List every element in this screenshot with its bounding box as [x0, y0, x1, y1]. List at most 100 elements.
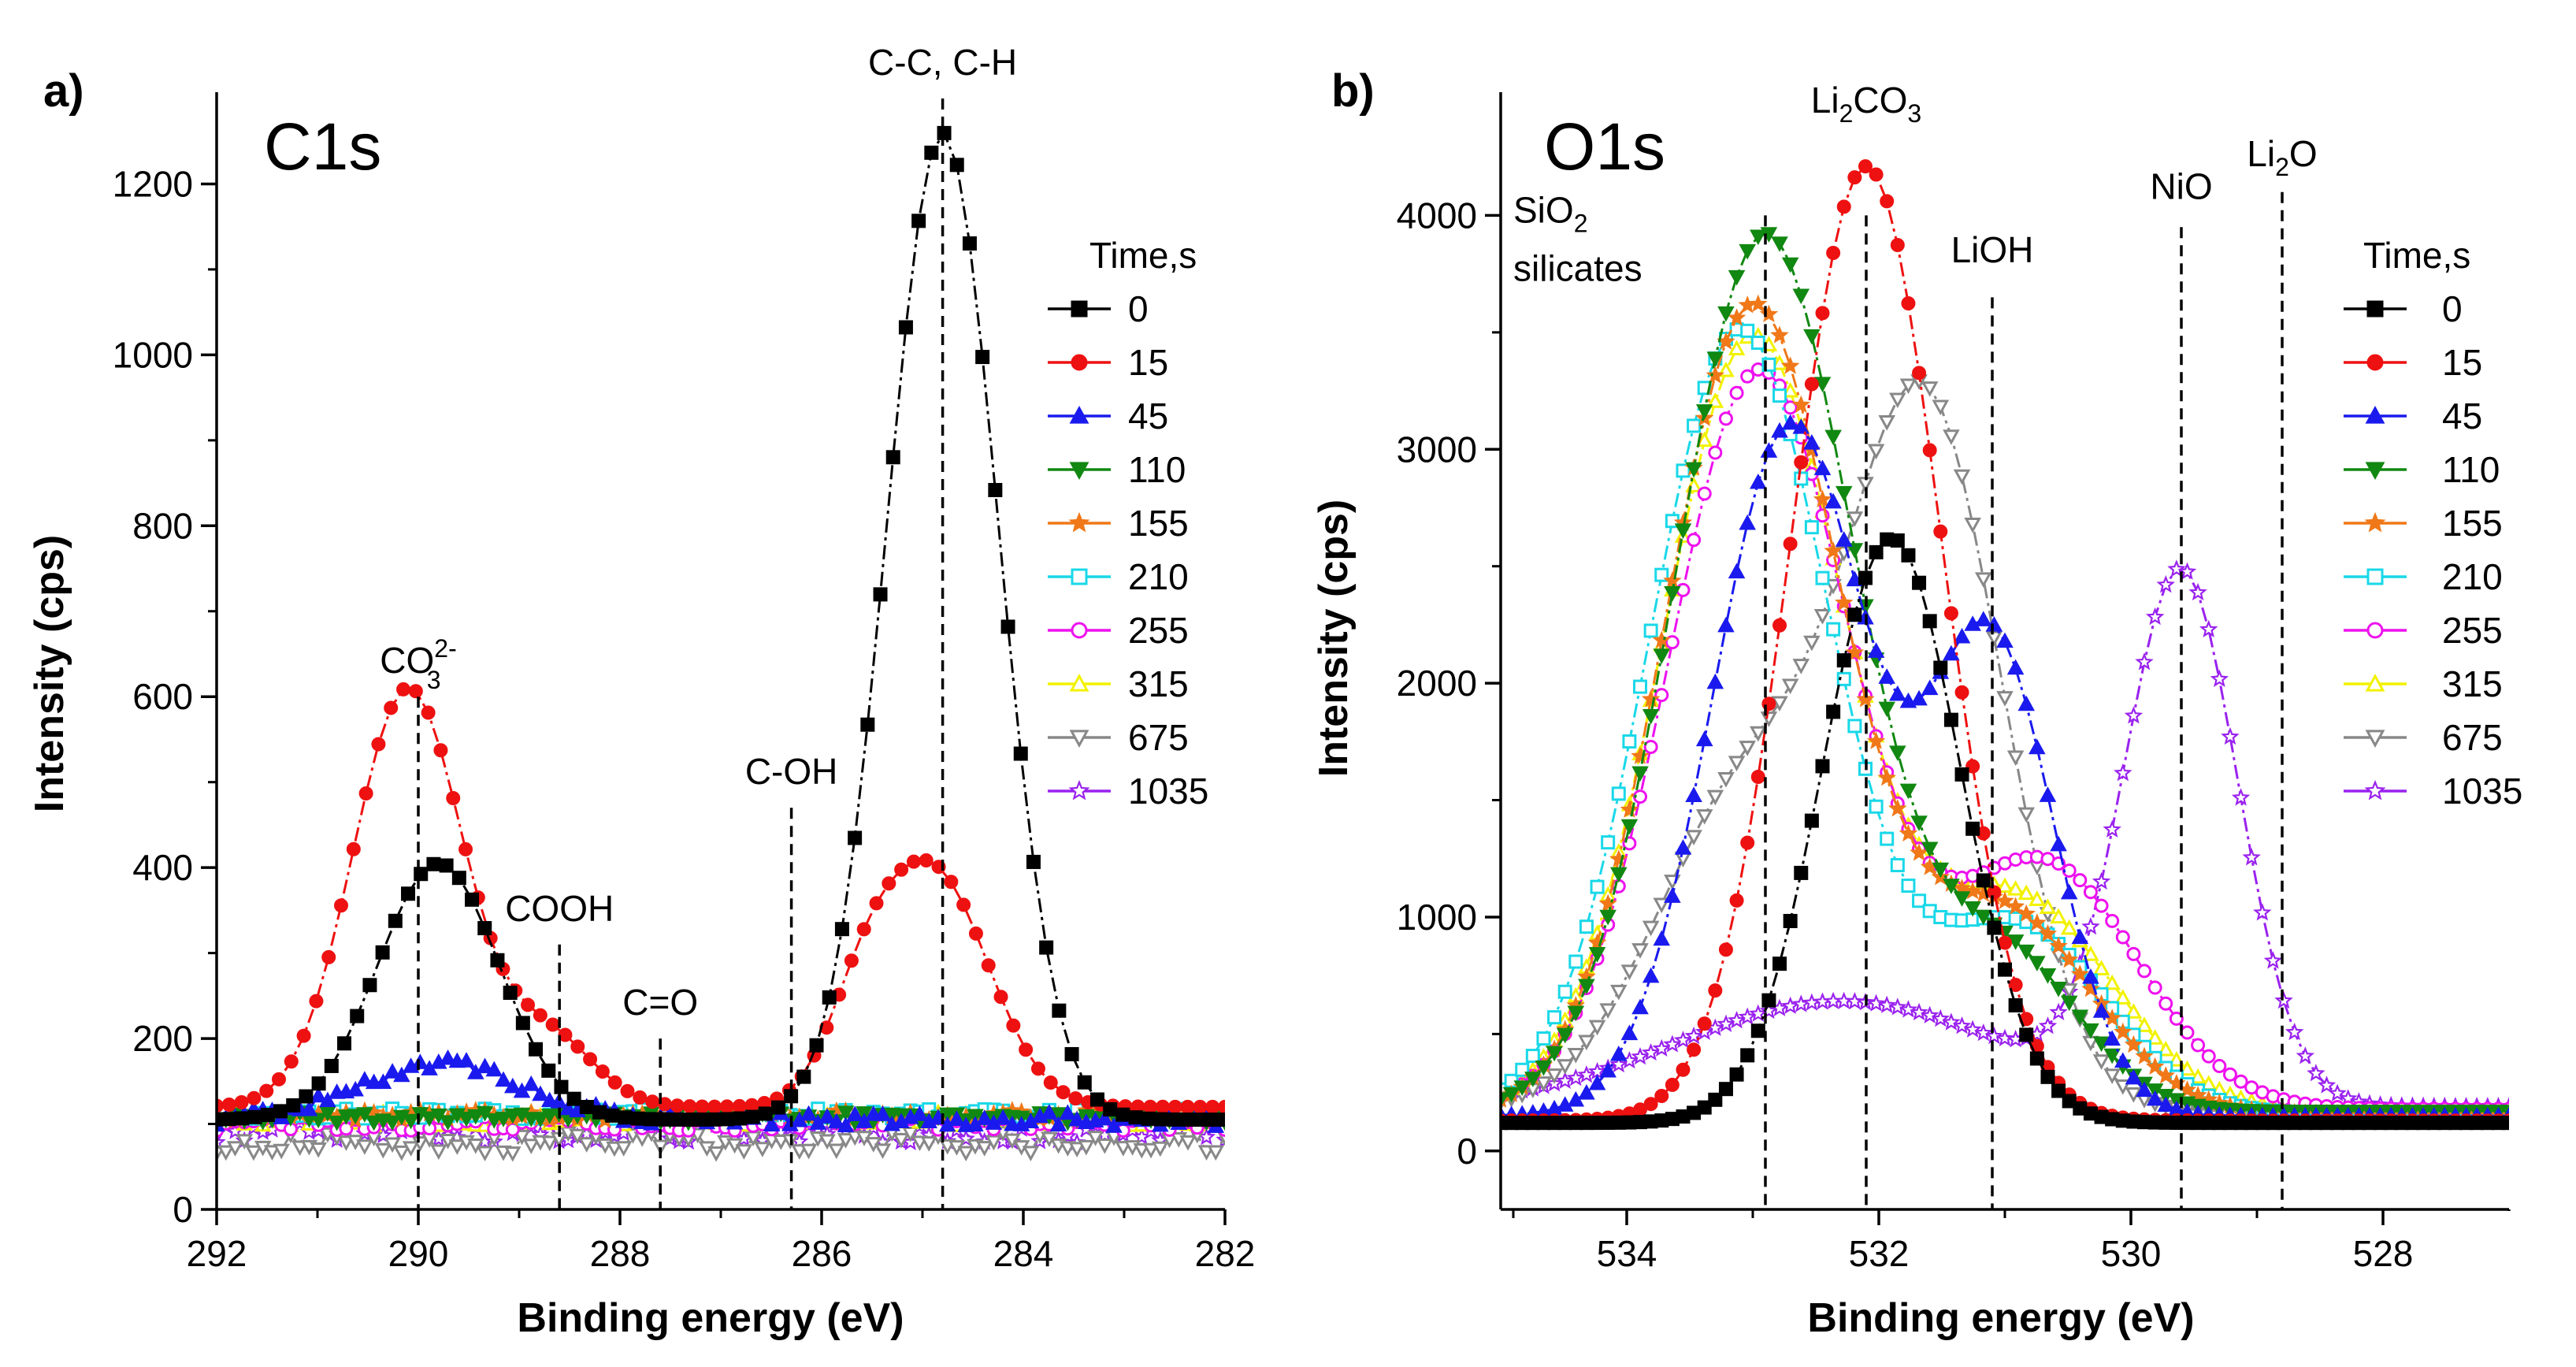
data-point [911, 214, 926, 228]
data-point [2060, 949, 2079, 968]
data-point [1654, 1089, 1669, 1104]
data-point [337, 1036, 352, 1051]
data-point [570, 1039, 585, 1054]
legend-label: 155 [2442, 503, 2503, 544]
data-point [2274, 990, 2293, 1009]
data-point [2083, 885, 2098, 900]
data-point [545, 1017, 560, 1032]
data-point [837, 1133, 855, 1149]
panel-a-reference-lines: CO2-3 COOH C=O C-OH C-C, C-H [380, 42, 1017, 1209]
data-point [1878, 701, 1895, 718]
data-point [1556, 1027, 1574, 1044]
data-point [1096, 1109, 1114, 1126]
data-point [595, 1064, 610, 1079]
data-point [2070, 964, 2089, 983]
data-point [1803, 329, 1821, 345]
data-point [396, 682, 411, 697]
legend-entry-110: 110 [2344, 449, 2500, 490]
data-point [1740, 1048, 1755, 1063]
data-point [1566, 1068, 1586, 1087]
data-point [347, 1080, 364, 1097]
data-point [310, 1087, 327, 1103]
data-point [1889, 392, 1906, 409]
data-point [310, 1113, 327, 1129]
data-point [286, 1098, 301, 1113]
y-tick-label: 1200 [113, 163, 193, 204]
panel-b-legend: Time,s 0 15 45 110 155 210 255 315 675 1035 [2344, 235, 2522, 812]
data-point [1601, 835, 1616, 850]
data-point [2050, 835, 2067, 852]
data-point [388, 913, 403, 928]
data-point [2060, 983, 2078, 999]
data-point [1687, 1042, 1702, 1057]
data-point [1996, 632, 2014, 648]
data-point [1717, 772, 1735, 788]
data-point [1695, 809, 1713, 825]
data-point [620, 1083, 635, 1098]
legend-label: 1035 [1128, 771, 1208, 812]
data-point [1620, 1024, 1639, 1041]
data-point [1954, 685, 1969, 700]
data-point [1103, 1101, 1118, 1116]
data-point [1579, 919, 1594, 934]
data-point [1641, 1042, 1661, 1061]
data-point [1987, 920, 2002, 935]
data-point [828, 1113, 845, 1129]
data-point [1598, 893, 1617, 912]
data-point [554, 1079, 569, 1094]
data-point [1877, 995, 1896, 1013]
data-point [1995, 1028, 2014, 1047]
data-point [1179, 1113, 1194, 1127]
data-point [2125, 1003, 2143, 1019]
data-point [414, 867, 429, 882]
data-point [2189, 1068, 2207, 1084]
data-point [1953, 627, 1971, 644]
data-point [592, 1105, 607, 1120]
reference-label: NiO [2150, 166, 2212, 207]
data-point [532, 1112, 549, 1128]
data-point [1749, 294, 1768, 313]
data-point [1218, 1099, 1225, 1114]
data-point [439, 1115, 457, 1131]
data-point [577, 1137, 596, 1153]
data-point [1728, 563, 1746, 579]
legend-swatch-marker [2366, 354, 2384, 371]
data-point [2049, 1002, 2068, 1021]
data-point [1729, 385, 1744, 400]
data-point [1888, 799, 1907, 817]
data-point [1974, 611, 1992, 626]
data-point [1663, 571, 1682, 589]
data-point [994, 1109, 1011, 1125]
legend-entry-315: 315 [2344, 663, 2503, 704]
data-point [2145, 1057, 2165, 1075]
data-point [1998, 962, 2012, 977]
data-point [1610, 1045, 1628, 1061]
data-point [1653, 648, 1671, 664]
reference-label: LiOH [1951, 229, 2034, 270]
data-point [1205, 1099, 1220, 1114]
data-point [2115, 930, 2130, 945]
data-point [1771, 236, 1788, 252]
data-point [451, 871, 466, 886]
data-point [1665, 635, 1680, 650]
data-point [245, 1145, 262, 1161]
panel-a-legend: Time,s 0 15 45 110 155 210 255 315 675 1035 [1048, 235, 1208, 812]
data-point [2051, 1083, 2066, 1098]
data-point [1889, 685, 1906, 701]
data-point [2092, 1054, 2110, 1070]
data-point [1826, 622, 1841, 637]
data-point [421, 1111, 438, 1127]
data-point [924, 145, 939, 160]
data-point [347, 1109, 364, 1125]
legend-swatch-marker [1069, 462, 1089, 481]
data-point [430, 1144, 447, 1161]
data-point [1620, 800, 1639, 818]
data-point [1835, 531, 1853, 547]
data-point [2081, 979, 2100, 997]
data-point [579, 1099, 594, 1114]
legend-label: 110 [2442, 449, 2500, 490]
data-point [1772, 388, 1787, 403]
data-point [358, 786, 373, 801]
data-point [614, 1141, 633, 1157]
data-point [1759, 304, 1779, 322]
